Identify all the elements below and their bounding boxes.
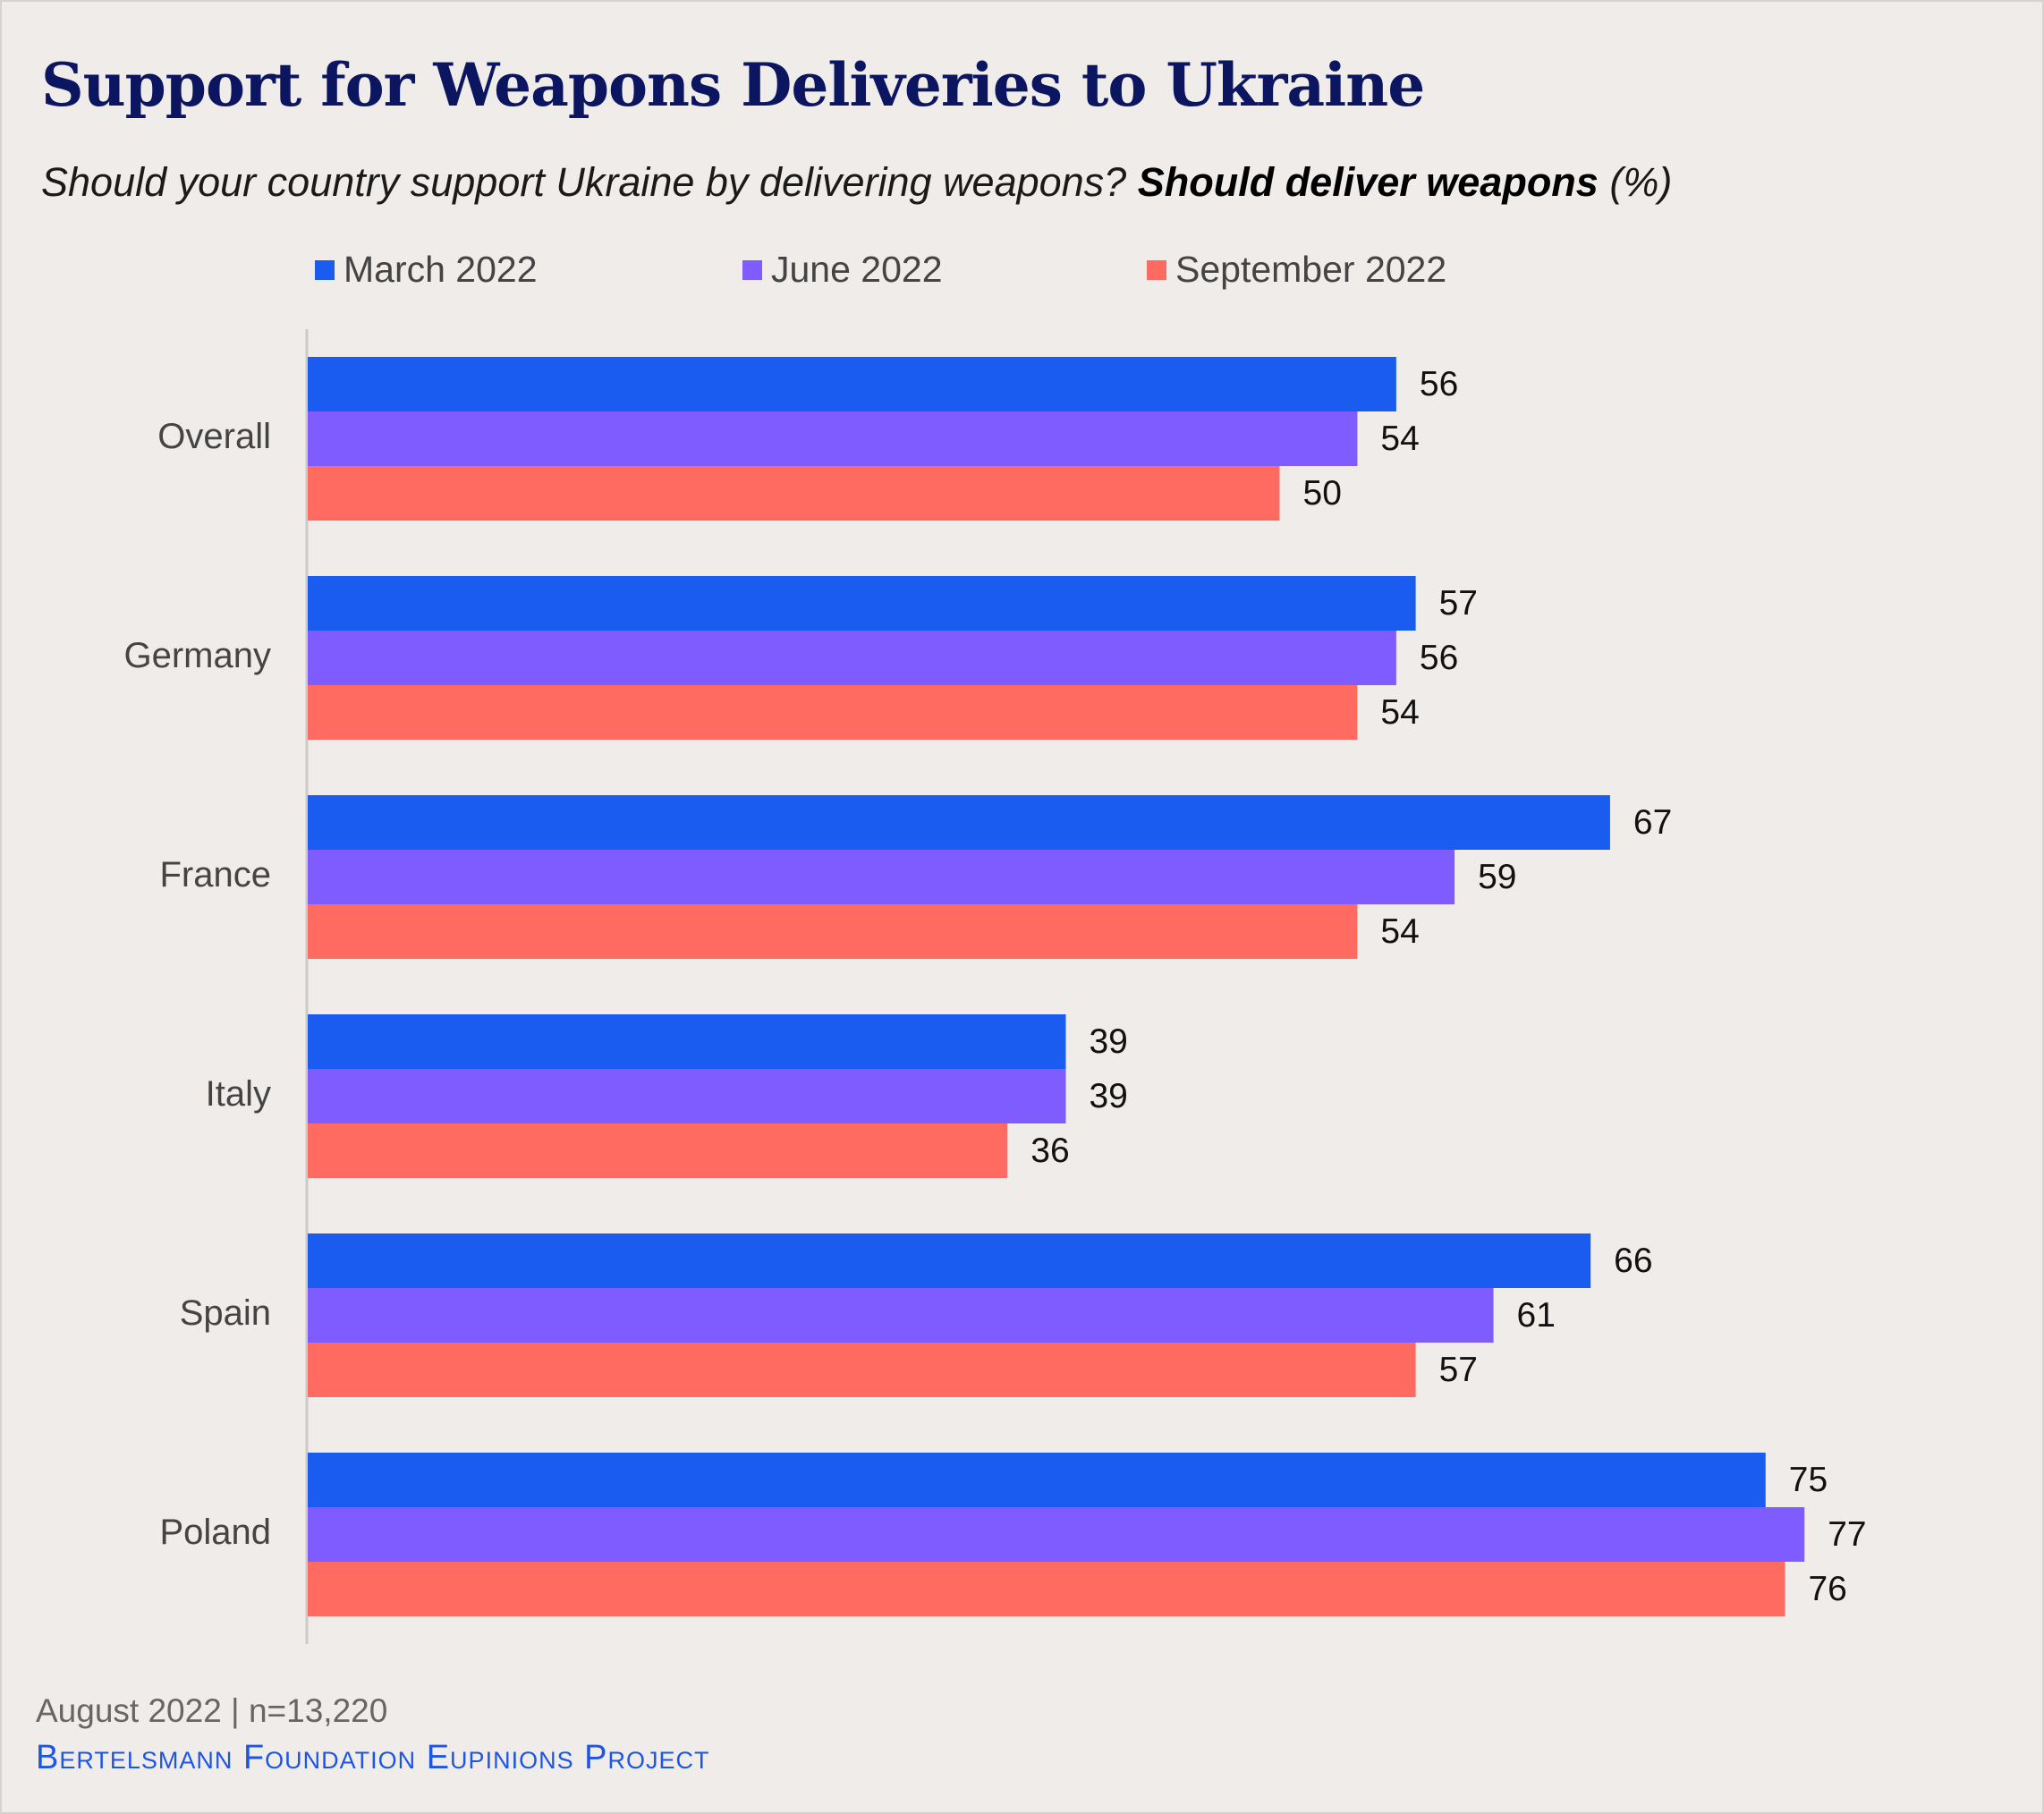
legend-swatch-september xyxy=(1147,259,1166,280)
legend-label-june: June 2022 xyxy=(771,249,943,290)
data-label-overall-september-2022: 50 xyxy=(1303,474,1342,513)
category-label-overall: Overall xyxy=(157,417,271,456)
legend-label-september: September 2022 xyxy=(1175,249,1447,290)
subtitle-question: Should your country support Ukraine by d… xyxy=(41,159,1127,205)
category-label-italy: Italy xyxy=(206,1074,271,1114)
bar-poland-june-2022 xyxy=(308,1507,1805,1562)
bar-france-march-2022 xyxy=(308,795,1610,850)
data-label-germany-june-2022: 56 xyxy=(1420,639,1458,677)
bar-germany-september-2022 xyxy=(308,685,1358,740)
data-label-germany-march-2022: 57 xyxy=(1439,584,1478,623)
bar-overall-june-2022 xyxy=(308,411,1358,466)
bar-spain-june-2022 xyxy=(308,1288,1494,1343)
data-label-spain-june-2022: 61 xyxy=(1517,1296,1556,1335)
category-label-poland: Poland xyxy=(159,1513,271,1552)
bar-spain-september-2022 xyxy=(308,1343,1416,1397)
legend-swatch-june xyxy=(742,259,762,280)
category-label-germany: Germany xyxy=(124,636,272,675)
bar-poland-september-2022 xyxy=(308,1562,1785,1616)
subtitle-answer: Should deliver weapons xyxy=(1137,159,1599,205)
bar-overall-march-2022 xyxy=(308,357,1396,411)
bar-germany-june-2022 xyxy=(308,631,1396,685)
bar-france-september-2022 xyxy=(308,904,1358,959)
category-label-spain: Spain xyxy=(180,1293,271,1333)
data-label-poland-september-2022: 76 xyxy=(1808,1570,1846,1608)
chart-title: Support for Weapons Deliveries to Ukrain… xyxy=(41,50,1425,120)
legend-swatch-march xyxy=(315,259,335,280)
bar-spain-march-2022 xyxy=(308,1233,1591,1288)
subtitle-unit: (%) xyxy=(1609,159,1673,205)
data-label-poland-june-2022: 77 xyxy=(1828,1515,1866,1554)
data-label-spain-september-2022: 57 xyxy=(1439,1351,1478,1389)
data-label-italy-march-2022: 39 xyxy=(1089,1022,1127,1061)
bar-germany-march-2022 xyxy=(308,576,1416,631)
data-label-italy-september-2022: 36 xyxy=(1030,1132,1069,1170)
chart-subtitle: Should your country support Ukraine by d… xyxy=(41,159,1672,206)
data-label-france-march-2022: 67 xyxy=(1633,803,1672,842)
data-label-italy-june-2022: 39 xyxy=(1089,1077,1127,1115)
data-label-overall-june-2022: 54 xyxy=(1380,420,1419,458)
bar-italy-june-2022 xyxy=(308,1069,1066,1123)
bar-overall-september-2022 xyxy=(308,466,1280,521)
data-label-germany-september-2022: 54 xyxy=(1380,693,1419,732)
legend-item-september: September 2022 xyxy=(1147,249,1446,291)
bar-france-june-2022 xyxy=(308,850,1455,904)
footer-note: August 2022 | n=13,220 xyxy=(36,1692,388,1729)
data-label-poland-march-2022: 75 xyxy=(1789,1461,1828,1499)
legend-label-march: March 2022 xyxy=(343,249,538,290)
data-label-france-september-2022: 54 xyxy=(1380,912,1419,951)
data-label-overall-march-2022: 56 xyxy=(1420,365,1458,403)
legend-item-june: June 2022 xyxy=(742,249,943,291)
legend-item-march: March 2022 xyxy=(315,249,538,291)
bar-italy-march-2022 xyxy=(308,1014,1066,1069)
bar-italy-september-2022 xyxy=(308,1123,1008,1178)
data-label-france-june-2022: 59 xyxy=(1478,858,1516,896)
bar-poland-march-2022 xyxy=(308,1453,1766,1507)
footer-source: Bertelsmann Foundation Eupinions Project xyxy=(36,1739,710,1776)
category-label-france: France xyxy=(160,855,272,894)
data-label-spain-march-2022: 66 xyxy=(1614,1242,1652,1280)
